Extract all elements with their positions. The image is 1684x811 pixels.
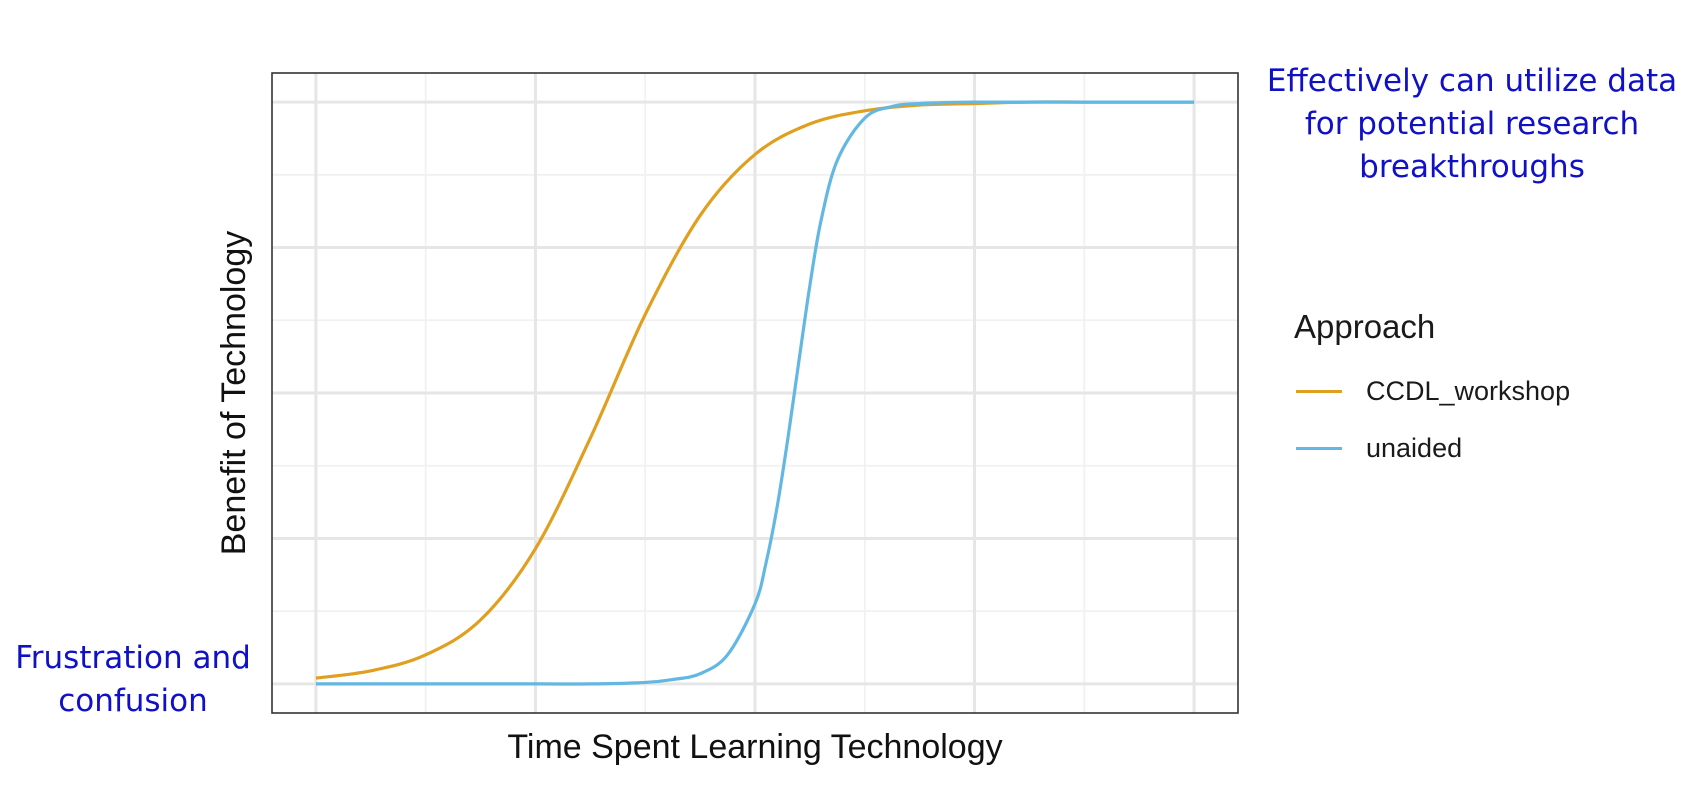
legend-swatch	[1296, 389, 1342, 393]
annotation-line: for potential research	[1304, 106, 1640, 142]
legend-label: CCDL_workshop	[1366, 375, 1571, 406]
annotation-effective-use: Effectively can utilize data for potenti…	[1262, 60, 1682, 189]
legend-label: unaided	[1366, 432, 1463, 463]
grid-major-lines	[272, 73, 1238, 713]
legend-title: Approach	[1294, 308, 1436, 345]
annotation-line: Frustration and	[15, 640, 251, 676]
annotation-frustration: Frustration and confusion	[8, 637, 258, 723]
x-axis-label: Time Spent Learning Technology	[507, 728, 1002, 766]
legend-swatch	[1296, 446, 1342, 450]
annotation-line: Effectively can utilize data	[1266, 63, 1678, 99]
legend-item-ccdl-workshop: CCDL_workshop	[1296, 371, 1570, 411]
plot-panel-border	[271, 72, 1239, 714]
annotation-line: breakthroughs	[1359, 149, 1585, 185]
y-axis-label: Benefit of Technology	[215, 231, 253, 556]
series-line-unaided	[315, 100, 1195, 686]
legend-item-unaided: unaided	[1296, 428, 1462, 468]
series-layer	[315, 100, 1195, 686]
annotation-line: confusion	[58, 683, 208, 719]
